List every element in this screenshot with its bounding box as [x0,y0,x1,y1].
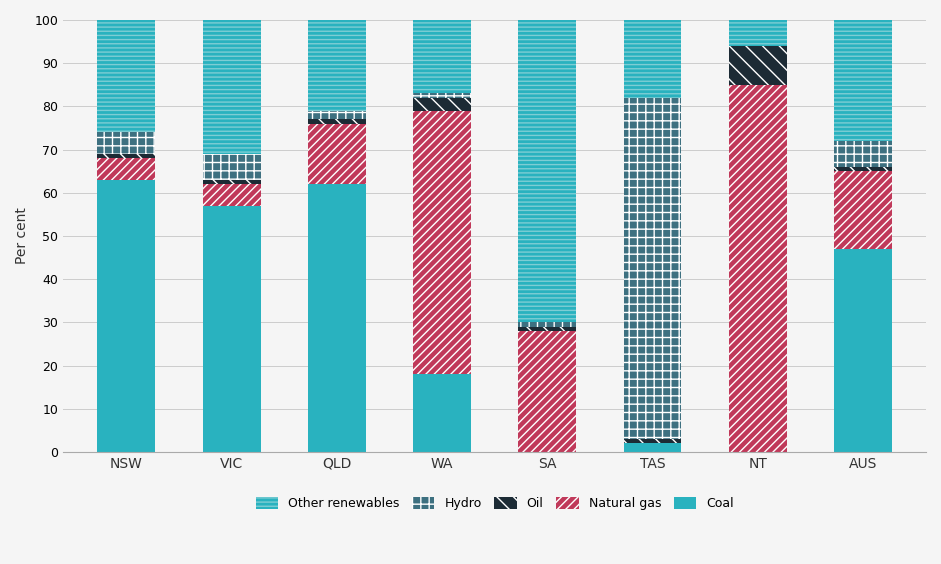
Bar [98,158,155,180]
Bar [413,98,471,111]
Bar [413,374,471,452]
Bar [834,167,892,171]
Bar [834,249,892,452]
Bar [518,323,576,327]
Bar [728,46,787,85]
Bar [98,133,155,154]
Bar [308,111,366,120]
Bar [413,94,471,98]
Bar [202,206,261,452]
Bar [834,171,892,249]
Bar [834,141,892,167]
Bar [98,154,155,158]
Bar [518,327,576,331]
Bar [413,20,471,94]
Bar [308,124,366,184]
Bar [728,85,787,452]
Legend: Other renewables, Hydro, Oil, Natural gas, Coal: Other renewables, Hydro, Oil, Natural ga… [250,492,739,515]
Bar [728,20,787,46]
Bar [624,98,681,439]
Bar [518,331,576,452]
Y-axis label: Per cent: Per cent [15,208,29,265]
Bar [308,184,366,452]
Bar [624,439,681,443]
Bar [834,20,892,141]
Bar [624,443,681,452]
Bar [202,20,261,154]
Bar [308,20,366,111]
Bar [202,184,261,206]
Bar [202,180,261,184]
Bar [518,20,576,323]
Bar [624,20,681,98]
Bar [413,111,471,374]
Bar [202,154,261,180]
Bar [308,120,366,124]
Bar [98,180,155,452]
Bar [98,20,155,133]
